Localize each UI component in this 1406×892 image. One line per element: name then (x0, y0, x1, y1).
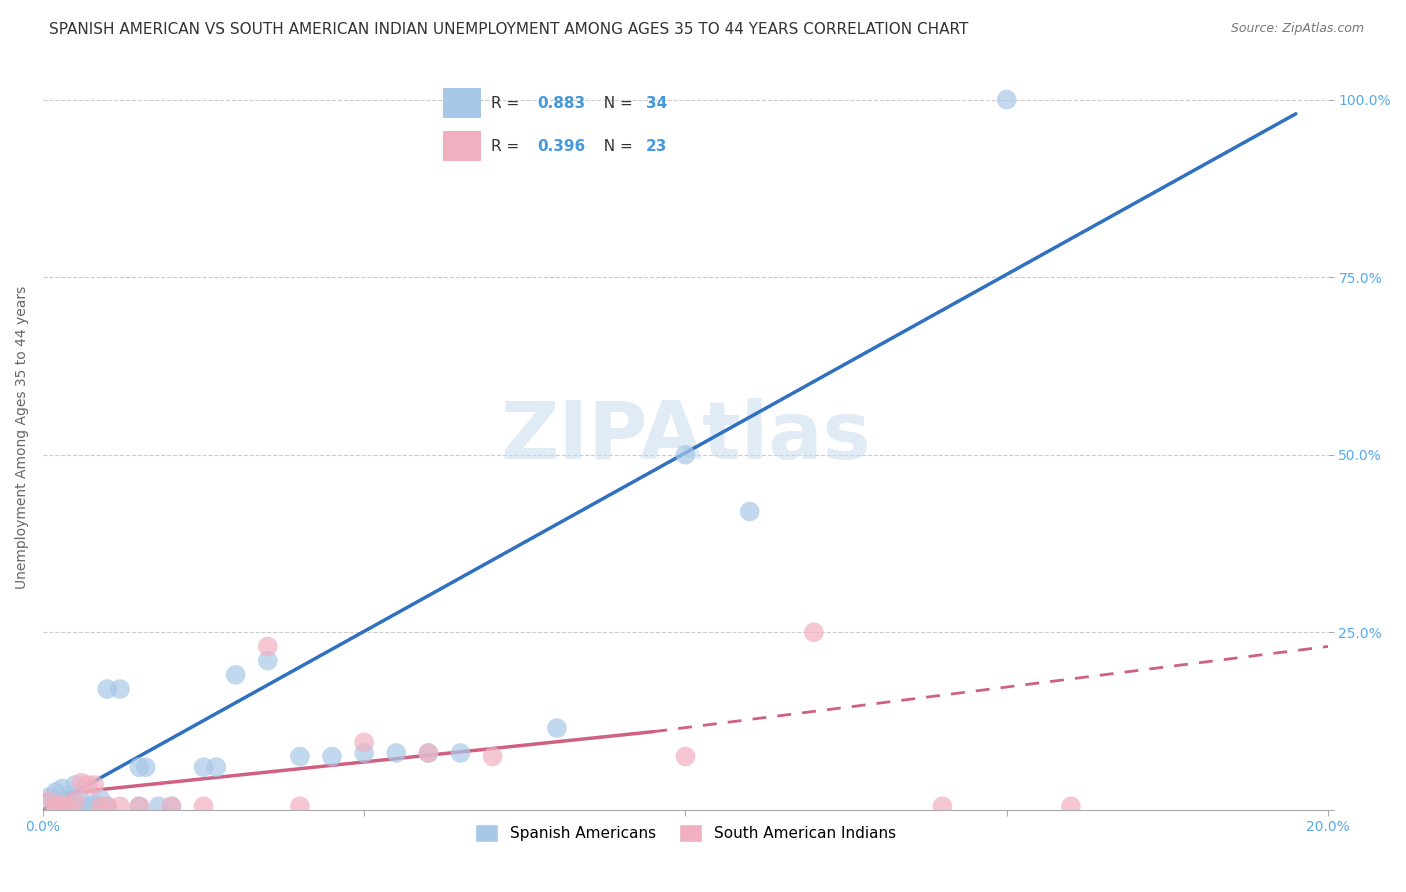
Point (193, 760, 215, 774)
Point (96, 799, 118, 814)
Point (160, 799, 183, 814)
Point (51, 797, 73, 811)
Point (38, 790, 60, 805)
Point (96, 681, 118, 696)
Point (385, 746, 408, 760)
Point (546, 721, 568, 735)
Point (418, 746, 440, 760)
Point (673, 448, 696, 462)
Point (738, 504, 761, 518)
Text: ZIPAtlas: ZIPAtlas (501, 398, 870, 476)
Point (90, 799, 112, 814)
Point (673, 749, 696, 764)
Point (481, 749, 503, 764)
Point (288, 799, 311, 814)
Point (256, 654, 278, 668)
Point (321, 749, 343, 764)
Point (96, 799, 118, 814)
Point (108, 681, 131, 696)
Point (70, 776, 93, 790)
Point (160, 799, 183, 814)
Point (128, 799, 150, 814)
Point (128, 760, 150, 774)
Point (803, 625, 825, 640)
Point (1060, 799, 1083, 814)
Point (450, 746, 472, 760)
Point (353, 735, 375, 749)
Point (418, 746, 440, 760)
Point (148, 799, 170, 814)
Point (51, 781, 73, 796)
Point (288, 749, 311, 764)
Point (83, 797, 105, 811)
Point (225, 668, 247, 682)
Point (63, 794, 86, 808)
Point (108, 799, 131, 814)
Point (353, 746, 375, 760)
Point (58, 789, 80, 803)
Text: SPANISH AMERICAN VS SOUTH AMERICAN INDIAN UNEMPLOYMENT AMONG AGES 35 TO 44 YEARS: SPANISH AMERICAN VS SOUTH AMERICAN INDIA… (49, 22, 969, 37)
Point (76, 799, 98, 814)
Point (45, 794, 67, 808)
Point (90, 792, 112, 806)
Point (83, 778, 105, 792)
Point (135, 760, 157, 774)
Point (63, 778, 86, 792)
Point (931, 799, 953, 814)
Text: Source: ZipAtlas.com: Source: ZipAtlas.com (1230, 22, 1364, 36)
Y-axis label: Unemployment Among Ages 35 to 44 years: Unemployment Among Ages 35 to 44 years (15, 285, 30, 589)
Point (63, 799, 86, 814)
Point (256, 640, 278, 654)
Point (51, 799, 73, 814)
Point (70, 794, 93, 808)
Point (995, 93, 1018, 107)
Point (205, 760, 228, 774)
Point (193, 799, 215, 814)
Point (76, 778, 98, 792)
Point (58, 799, 80, 814)
Legend: Spanish Americans, South American Indians: Spanish Americans, South American Indian… (463, 812, 908, 855)
Point (45, 799, 67, 814)
Point (45, 785, 67, 799)
Point (128, 799, 150, 814)
Point (38, 794, 60, 808)
